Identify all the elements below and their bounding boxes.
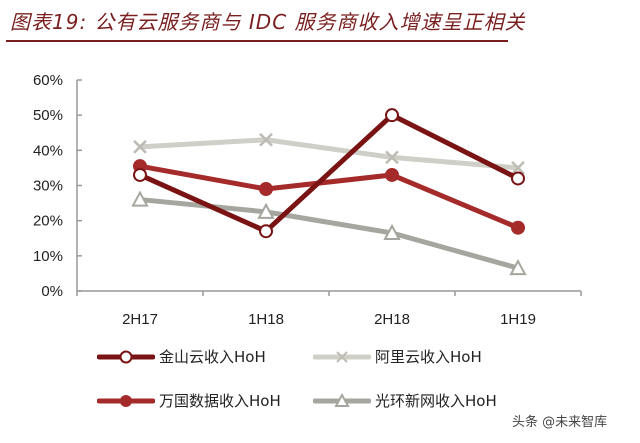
marker-x-icon [385, 150, 399, 165]
y-tick-label: 50% [33, 107, 63, 124]
legend-item-sinnet: 光环新网收入HoH [313, 390, 497, 411]
y-tick-label: 20% [33, 213, 63, 230]
legend-marker-circle-open-icon [97, 350, 155, 363]
marker-circle-filled-icon [385, 167, 399, 182]
title-underline [6, 40, 508, 42]
series-lines [131, 108, 527, 276]
marker-x-icon [259, 132, 273, 147]
legend-item-aliyun: 阿里云收入HoH [313, 346, 482, 367]
marker-triangle-open-icon [509, 259, 527, 276]
marker-circle-open-icon [259, 224, 273, 239]
y-tick-label: 10% [33, 248, 63, 265]
marker-triangle-open-icon [383, 223, 401, 240]
y-tick-label: 40% [33, 142, 63, 159]
legend-marker-circle-filled-icon [97, 394, 155, 407]
legend-marker-x-icon [313, 350, 371, 363]
marker-circle-filled-icon [511, 220, 525, 235]
marker-circle-open-icon [385, 108, 399, 123]
y-tick-label: 0% [41, 283, 63, 300]
marker-circle-filled-icon [259, 182, 273, 197]
legend-marker-triangle-open-icon [313, 392, 371, 407]
marker-circle-open-icon [511, 171, 525, 186]
legend-item-kingsoft-cloud: 金山云收入HoH [97, 346, 266, 367]
watermark: 头条 @未来智库 [512, 415, 608, 430]
marker-x-icon [133, 139, 147, 154]
marker-triangle-open-icon [257, 202, 275, 219]
x-tick-label: 1H18 [248, 311, 284, 328]
x-tick-label: 2H17 [122, 311, 158, 328]
y-tick-label: 30% [33, 178, 63, 195]
marker-x-icon [511, 161, 525, 175]
axes: 0% 10% 20% 30% 40% 50% 60% 2H17 1H18 2H18 1H19 [33, 72, 582, 328]
x-tick-label: 2H18 [374, 311, 410, 328]
marker-triangle-open-icon [131, 190, 149, 207]
series-line [137, 112, 521, 234]
legend-item-gds: 万国数据收入HoH [97, 390, 281, 411]
series-line [137, 137, 521, 171]
marker-circle-open-icon [133, 167, 147, 182]
chart-title: 图表19: 公有云服务商与 IDC 服务商收入增速呈正相关 [10, 10, 526, 34]
y-tick-label: 60% [33, 72, 63, 89]
x-tick-label: 1H19 [500, 311, 536, 328]
series-line [137, 197, 521, 271]
series-line [137, 163, 521, 231]
